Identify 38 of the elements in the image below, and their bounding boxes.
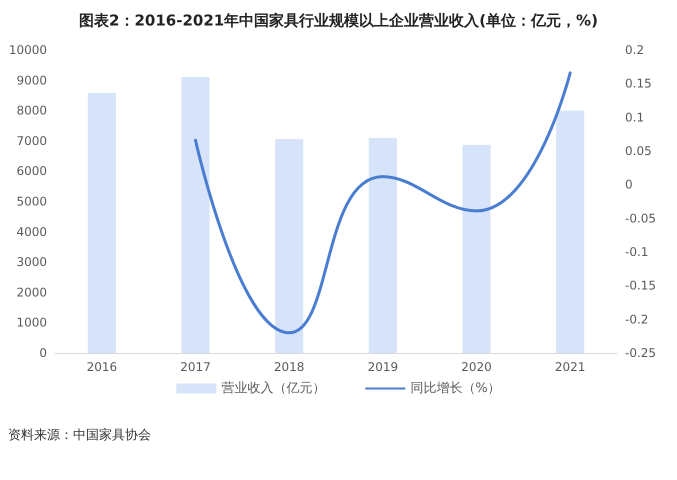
x-tick-label: 2019 [368, 360, 398, 374]
y-tick-label: 2000 [16, 285, 47, 300]
y-tick-label: 7000 [16, 134, 47, 148]
chart-title: 图表2：2016-2021年中国家具行业规模以上企业营业收入(单位：亿元，%) [79, 12, 598, 30]
bar [88, 93, 116, 353]
legend-label: 同比增长（%） [410, 381, 501, 396]
y-tick-label: 10000 [8, 43, 47, 57]
x-tick-label: 2016 [86, 360, 118, 374]
y2-tick-label: -0.05 [625, 211, 656, 226]
y-tick-label: 0 [39, 346, 47, 360]
bar [462, 144, 491, 353]
y-tick-label: 1000 [16, 316, 47, 330]
y-tick-label: 5000 [16, 194, 47, 208]
legend-label: 营业收入（亿元） [221, 381, 326, 396]
bar [556, 110, 584, 353]
y2-tick-label: -0.15 [625, 278, 656, 293]
y-tick-label: 8000 [16, 104, 47, 118]
y2-tick-label: 0 [625, 178, 633, 192]
bar [181, 76, 210, 353]
x-tick-label: 2017 [180, 360, 211, 374]
y-tick-label: 3000 [16, 255, 47, 270]
y-tick-label: 6000 [16, 164, 47, 178]
bar [275, 139, 304, 353]
y2-tick-label: 0.05 [625, 144, 652, 158]
x-tick-label: 2018 [274, 360, 304, 374]
y2-tick-label: -0.2 [625, 312, 648, 326]
y-tick-label: 4000 [16, 224, 47, 239]
y2-tick-label: 0.2 [625, 43, 644, 57]
bar [368, 138, 397, 353]
y2-tick-label: 0.1 [625, 110, 644, 124]
x-tick-label: 2020 [461, 360, 492, 374]
y-tick-label: 9000 [16, 73, 47, 88]
y2-tick-label: 0.15 [625, 76, 652, 91]
y2-tick-label: -0.25 [625, 346, 656, 360]
line-series [194, 71, 572, 334]
text: 资料来源：中国家具协会 [8, 427, 151, 443]
y2-tick-label: -0.1 [625, 245, 648, 259]
x-tick-label: 2021 [554, 360, 586, 374]
